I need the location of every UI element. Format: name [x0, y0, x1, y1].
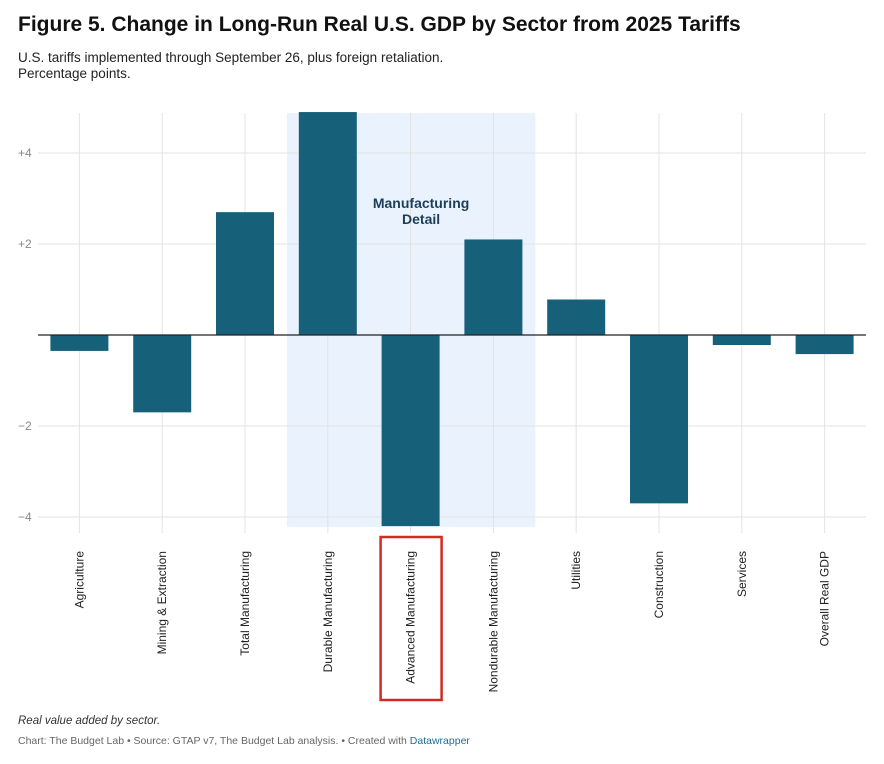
- band-label-line-1: Manufacturing: [373, 195, 469, 211]
- category-label: Services: [735, 551, 749, 597]
- category-label: Utilities: [569, 551, 583, 590]
- bar: [298, 112, 357, 335]
- advanced-manufacturing-highlight-box: [379, 535, 443, 702]
- bar: [381, 335, 440, 527]
- category-label: Mining & Extraction: [155, 551, 169, 654]
- y-tick-label: +4: [18, 146, 32, 160]
- category-label: Total Manufacturing: [238, 551, 252, 656]
- bar: [630, 335, 688, 504]
- category-label: Construction: [652, 551, 666, 618]
- chart-note: Real value added by sector.: [18, 715, 161, 727]
- y-tick-label: −2: [18, 419, 32, 433]
- credit-text: Chart: The Budget Lab • Source: GTAP v7,…: [18, 735, 410, 747]
- y-tick-label: +2: [18, 237, 32, 251]
- subtitle-line-2: Percentage points.: [18, 66, 131, 81]
- chart-subtitle: U.S. tariffs implemented through Septemb…: [18, 50, 443, 82]
- bar: [133, 335, 192, 413]
- bar: [795, 335, 854, 355]
- chart-title: Figure 5. Change in Long-Run Real U.S. G…: [18, 13, 741, 36]
- bar: [50, 335, 109, 351]
- bar: [547, 299, 606, 335]
- category-label: Advanced Manufacturing: [404, 551, 418, 684]
- bar: [216, 212, 274, 335]
- category-label: Durable Manufacturing: [321, 551, 335, 672]
- chart-credit: Chart: The Budget Lab • Source: GTAP v7,…: [18, 735, 470, 747]
- category-label: Overall Real GDP: [818, 551, 832, 646]
- datawrapper-link[interactable]: Datawrapper: [409, 735, 470, 747]
- subtitle-line-1: U.S. tariffs implemented through Septemb…: [18, 50, 444, 65]
- bar: [712, 335, 771, 346]
- band-label-line-2: Detail: [402, 211, 440, 227]
- bar: [464, 239, 523, 335]
- category-label: Nondurable Manufacturing: [486, 551, 500, 692]
- y-tick-label: −4: [18, 510, 32, 524]
- category-label: Agriculture: [72, 551, 86, 609]
